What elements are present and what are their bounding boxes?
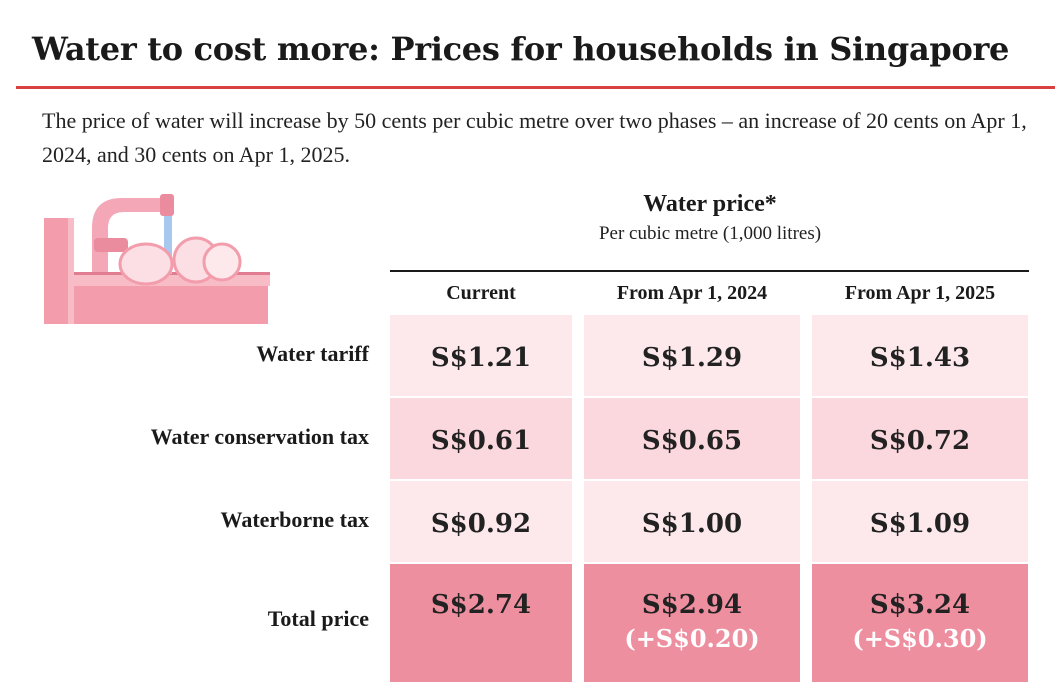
- price-header: Water price* Per cubic metre (1,000 litr…: [390, 188, 1030, 248]
- row-label: Total price: [267, 606, 369, 631]
- price-cell: S$1.21: [390, 315, 572, 396]
- price-change-value: (+S$0.20): [624, 624, 760, 653]
- header-divider: [390, 270, 1029, 272]
- price-value: S$2.74: [430, 590, 532, 620]
- price-cell: S$1.43: [812, 315, 1028, 396]
- price-value: S$0.61: [430, 426, 532, 456]
- price-value: S$1.00: [641, 509, 743, 539]
- total-price-cell: S$2.94 (+S$0.20): [584, 564, 800, 682]
- column-header: From Apr 1, 2024: [616, 282, 768, 304]
- price-value: S$2.94: [641, 590, 743, 620]
- price-value: S$3.24: [869, 590, 971, 620]
- price-value: S$0.72: [869, 426, 971, 456]
- total-price-cell: S$3.24 (+S$0.30): [812, 564, 1028, 682]
- price-cell: S$1.00: [584, 481, 800, 562]
- intro-text: The price of water will increase by 50 c…: [42, 108, 1027, 167]
- price-cell: S$0.72: [812, 398, 1028, 479]
- row-label: Water conservation tax: [150, 424, 369, 449]
- column-header: From Apr 1, 2025: [844, 282, 996, 304]
- price-cell: S$0.65: [584, 398, 800, 479]
- title-divider: [16, 86, 1055, 89]
- row-label: Waterborne tax: [220, 507, 369, 532]
- price-value: S$0.65: [641, 426, 743, 456]
- price-header-title: Water price*: [643, 191, 777, 217]
- price-cell: S$1.29: [584, 315, 800, 396]
- price-value: S$1.21: [430, 343, 532, 373]
- price-cell: S$0.61: [390, 398, 572, 479]
- price-value: S$1.09: [869, 509, 971, 539]
- page-title: Water to cost more: Prices for household…: [32, 30, 1010, 68]
- price-value: S$1.43: [869, 343, 971, 373]
- price-cell: S$0.92: [390, 481, 572, 562]
- price-change-value: (+S$0.30): [852, 624, 988, 653]
- price-value: S$1.29: [641, 343, 743, 373]
- price-header-unit: Per cubic metre (1,000 litres): [598, 223, 822, 244]
- row-label: Water tariff: [256, 341, 369, 366]
- price-value: S$0.92: [430, 509, 532, 539]
- total-price-cell: S$2.74: [390, 564, 572, 682]
- price-cell: S$1.09: [812, 481, 1028, 562]
- kitchen-sink-icon: [44, 194, 270, 324]
- column-header: Current: [446, 282, 516, 304]
